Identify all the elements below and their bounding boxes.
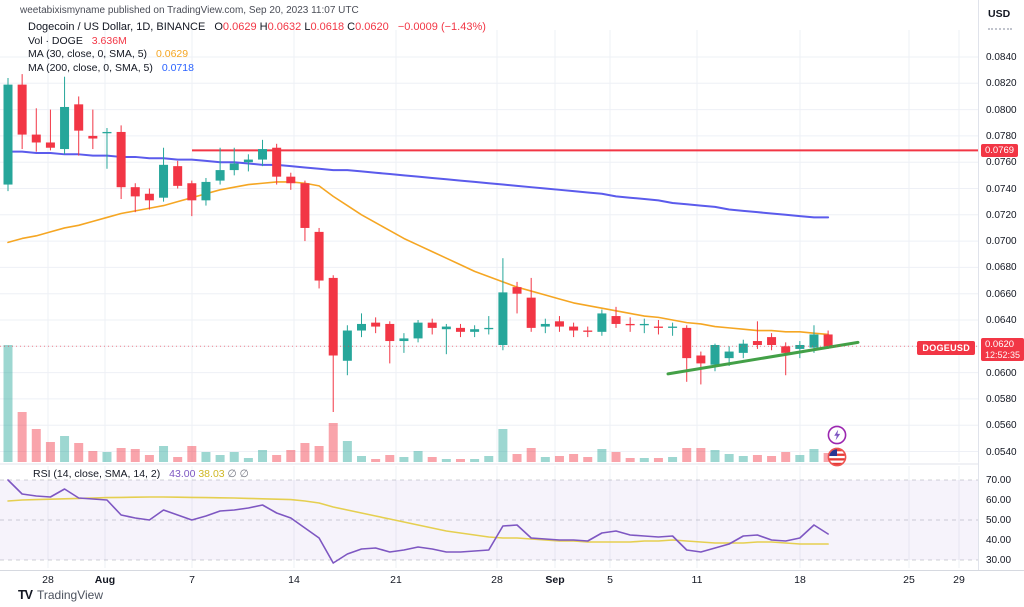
volume-label: Vol · DOGE <box>28 34 83 47</box>
ma200-label: MA (200, close, 0, SMA, 5) <box>28 61 153 74</box>
time-tick-label: 21 <box>390 574 402 586</box>
price-tick-label: 0.0720 <box>986 209 1017 221</box>
ma200-value: 0.0718 <box>161 61 194 74</box>
time-tick-label: 28 <box>491 574 503 586</box>
time-tick-label: 11 <box>691 574 703 586</box>
time-tick-label: 14 <box>288 574 300 586</box>
volume-value: 3.636M <box>91 34 127 47</box>
time-tick-label: 25 <box>903 574 915 586</box>
ma30-label: MA (30, close, 0, SMA, 5) <box>28 48 148 60</box>
ohlc-open-label: O <box>214 21 223 33</box>
time-tick-label: 28 <box>42 574 54 586</box>
ma30-legend-row[interactable]: MA (30, close, 0, SMA, 5) 0.0629 <box>28 48 486 62</box>
time-tick-label: Aug <box>94 574 116 586</box>
symbol-price-tag: DOGEUSD <box>917 341 975 355</box>
time-tick-label: 7 <box>189 574 195 586</box>
ohlc-open-value: 0.0629 <box>222 21 257 33</box>
time-tick-label: Sep <box>545 574 565 586</box>
us-flag-icon <box>827 447 847 467</box>
price-tick-label: 0.0800 <box>986 104 1017 116</box>
price-tick-label: 0.0660 <box>986 288 1017 300</box>
price-tick-label: 0.0700 <box>986 236 1017 248</box>
price-tick-label: 0.0640 <box>986 315 1017 326</box>
price-axis[interactable]: USD 0.0840 0.0820 0.0800 0.0780 0.0760 0.0740… <box>978 0 1024 570</box>
price-tick-label: 0.0840 <box>986 52 1017 63</box>
rsi-tick-label: 30.00 <box>986 555 1012 566</box>
rsi-value: 43.00 <box>169 468 196 480</box>
price-tick-label: 0.0780 <box>986 130 1017 142</box>
ma30-value: 0.0629 <box>155 48 189 60</box>
resistance-price-label: 0.0769 <box>981 144 1019 157</box>
byline: weetabixismyname published on TradingVie… <box>20 5 359 16</box>
tradingview-logo[interactable]: TV TradingView <box>18 588 103 602</box>
us-flag-event-badge[interactable] <box>827 447 847 467</box>
ohlc-close-value: 0.0620 <box>355 21 389 33</box>
time-tick-label: 18 <box>794 574 806 586</box>
symbol-title: Dogecoin / US Dollar, 1D, BINANCE <box>28 21 206 33</box>
change-value: −0.0009 (−1.43%) <box>397 21 486 33</box>
rsi-tick-label: 70.00 <box>986 475 1012 486</box>
price-tick-label: 0.0560 <box>986 420 1017 432</box>
lightning-event-badge[interactable] <box>827 425 847 445</box>
price-tick-label: 0.0600 <box>986 367 1017 379</box>
price-tick-label: 0.0740 <box>986 183 1017 195</box>
tradingview-mark-icon: TV <box>18 588 33 602</box>
lightning-icon <box>827 425 847 445</box>
chart-legend: Dogecoin / US Dollar, 1D, BINANCE O0.062… <box>28 21 486 75</box>
rsi-tick-label: 50.00 <box>986 515 1012 526</box>
bar-countdown: 12:52:35 <box>985 350 1021 360</box>
price-tick-label: 0.0820 <box>986 78 1017 90</box>
time-tick-label: 29 <box>953 574 965 586</box>
rsi-extra-values: ∅ ∅ <box>227 468 249 480</box>
tradingview-wordmark: TradingView <box>36 588 104 602</box>
rsi-label: RSI (14, close, SMA, 14, 2) <box>33 468 161 480</box>
ohlc-high-label: H <box>259 21 268 33</box>
price-tick-label: 0.0760 <box>986 157 1017 169</box>
ma200-legend-row[interactable]: MA (200, close, 0, SMA, 5) 0.0718 <box>28 62 486 76</box>
rsi-legend-row[interactable]: RSI (14, close, SMA, 14, 2) 43.00 38.03 … <box>33 468 249 480</box>
price-tick-label: 0.0580 <box>986 393 1017 405</box>
rsi-ma-value: 38.03 <box>198 468 225 480</box>
last-price-label: 0.0620 12:52:35 <box>981 338 1024 361</box>
ohlc-close-label: C <box>347 21 356 33</box>
rsi-tick-label: 40.00 <box>986 535 1012 546</box>
rsi-tick-label: 60.00 <box>986 495 1012 506</box>
axis-currency-label: USD <box>988 8 1011 20</box>
price-tick-label: 0.0680 <box>986 262 1017 274</box>
time-tick-label: 5 <box>607 574 613 586</box>
time-axis[interactable]: 28 Aug 7 14 21 28 Sep 5 11 18 25 29 <box>0 570 1024 588</box>
axis-drag-handle-dots-icon[interactable] <box>988 28 1012 30</box>
symbol-legend-row[interactable]: Dogecoin / US Dollar, 1D, BINANCE O0.062… <box>28 21 486 35</box>
ohlc-low-value: 0.0618 <box>310 21 345 33</box>
volume-legend-row[interactable]: Vol · DOGE 3.636M <box>28 35 486 49</box>
price-tick-label: 0.0540 <box>986 446 1017 458</box>
ohlc-low-label: L <box>304 21 311 33</box>
ohlc-high-value: 0.0632 <box>267 21 302 33</box>
